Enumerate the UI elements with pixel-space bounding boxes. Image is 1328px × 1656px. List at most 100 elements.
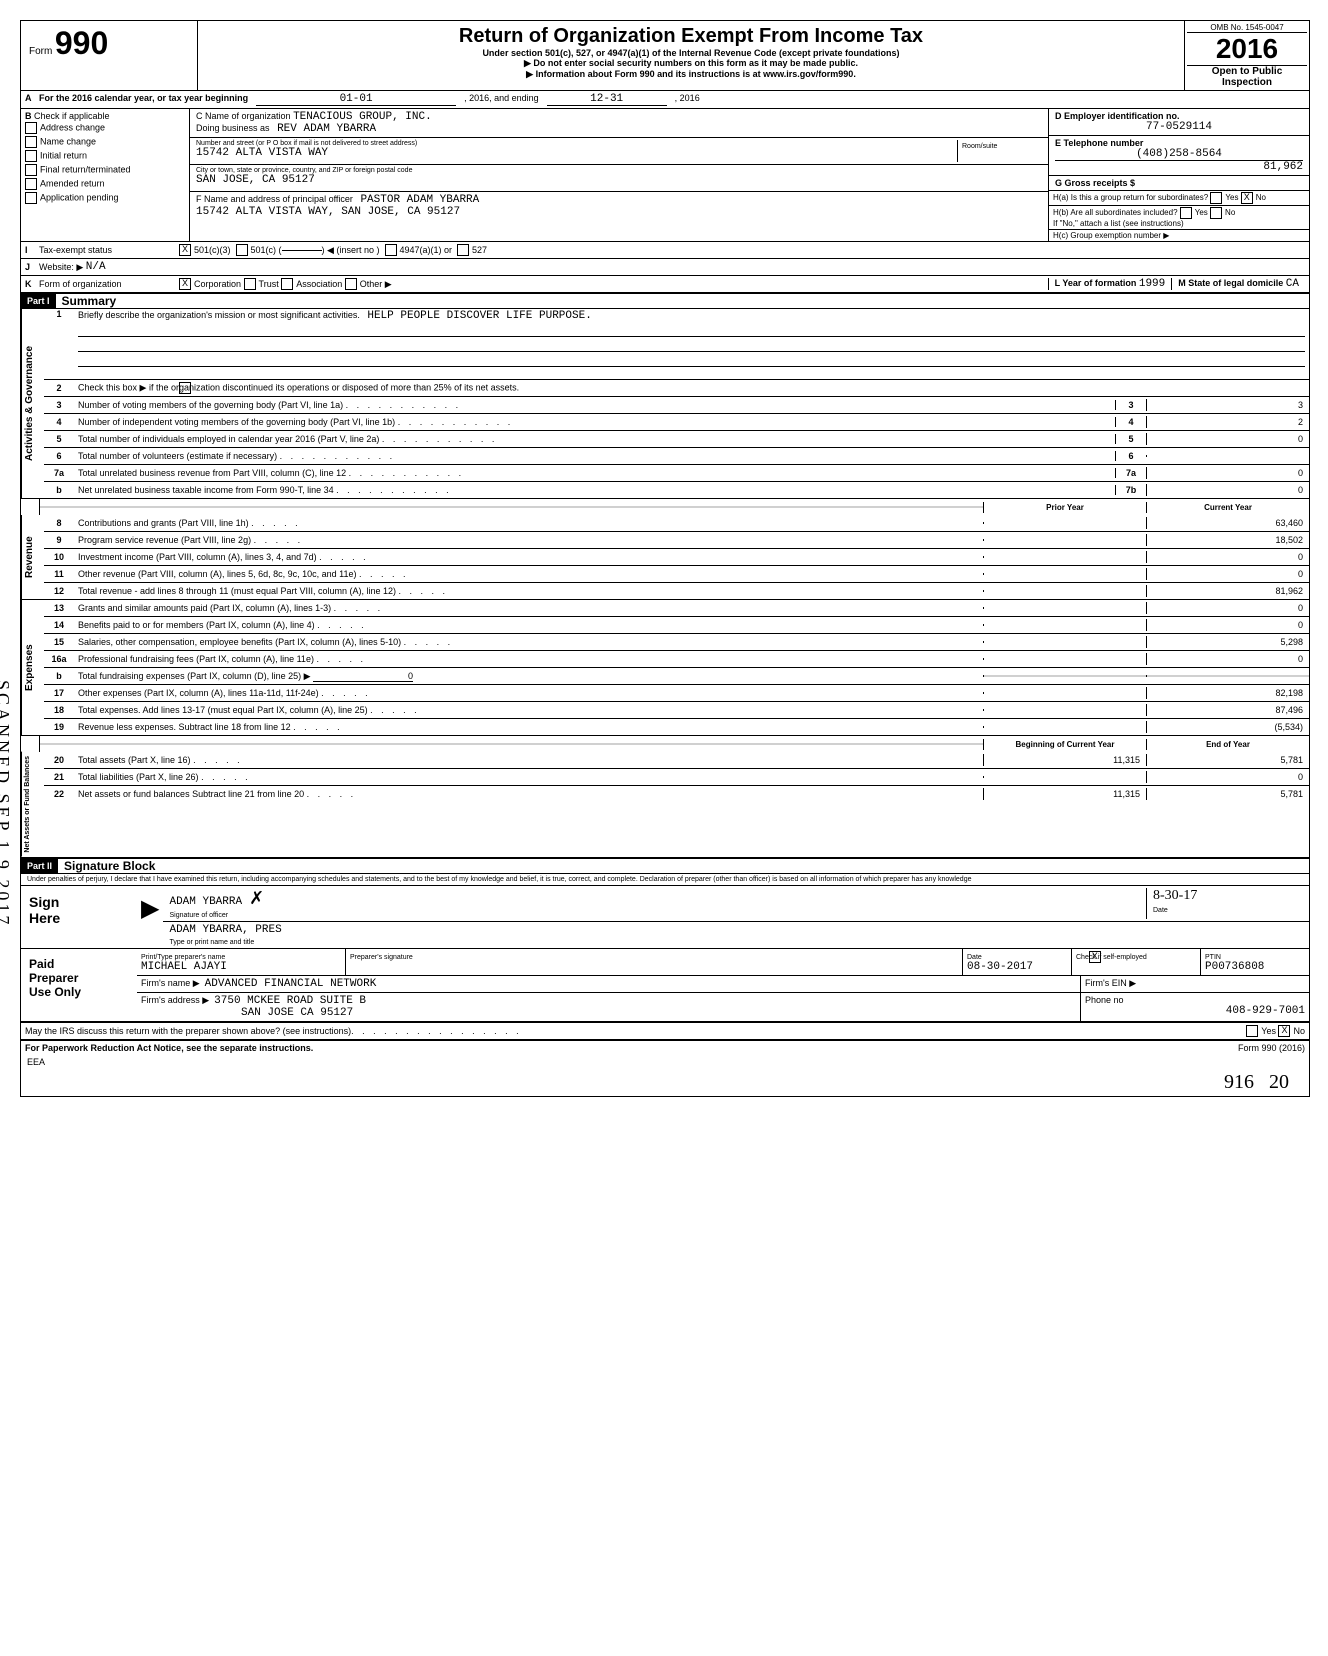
open-inspection: Open to Public Inspection: [1187, 65, 1307, 88]
line2-checkbox[interactable]: [179, 382, 191, 394]
preparer-sig-label: Preparer's signature: [350, 954, 413, 961]
firm-phone-label: Phone no: [1085, 995, 1124, 1005]
sign-arrow-icon: ▶: [137, 886, 163, 948]
discuss-yes[interactable]: [1246, 1025, 1258, 1037]
net-assets-line: 21 Total liabilities (Part X, line 26) .…: [44, 769, 1309, 786]
mission-statement: HELP PEOPLE DISCOVER LIFE PURPOSE.: [367, 310, 591, 322]
header-row: Form 990 Return of Organization Exempt F…: [21, 21, 1309, 91]
city-label: City or town, state or province, country…: [196, 167, 1042, 174]
check-corp[interactable]: X: [179, 278, 191, 290]
gov-line: b Net unrelated business taxable income …: [44, 482, 1309, 498]
g-label: G Gross receipts $: [1055, 178, 1135, 188]
city-state-zip: SAN JOSE, CA 95127: [196, 174, 1042, 186]
part-ii-title: Signature Block: [58, 859, 155, 873]
hb-no-label: No: [1225, 208, 1235, 217]
label-address-change: Address change: [40, 122, 105, 132]
check-501c3[interactable]: X: [179, 244, 191, 256]
f-label: F Name and address of principal officer: [196, 194, 353, 204]
signature-label: Signature of officer: [169, 912, 228, 919]
ha-no-label: No: [1256, 193, 1266, 202]
firm-name-label: Firm's name ▶: [141, 978, 200, 988]
room-label: Room/suite: [962, 143, 997, 150]
line2-desc: Check this box ▶ if the organization dis…: [78, 382, 519, 392]
label-4947: 4947(a)(1) or: [400, 245, 453, 255]
ha-label: H(a) Is this a group return for subordin…: [1053, 193, 1208, 202]
expense-line: 13 Grants and similar amounts paid (Part…: [44, 600, 1309, 617]
end-year-header: End of Year: [1146, 739, 1309, 750]
name-title-label: Type or print name and title: [169, 939, 254, 946]
check-trust[interactable]: [244, 278, 256, 290]
checkbox-initial-return[interactable]: [25, 150, 37, 162]
checkbox-final-return[interactable]: [25, 164, 37, 176]
discuss-row: May the IRS discuss this return with the…: [21, 1023, 1309, 1041]
preparer-date: 08-30-2017: [967, 961, 1033, 973]
checkbox-name-change[interactable]: [25, 136, 37, 148]
d-label: D Employer identification no.: [1055, 111, 1303, 121]
part-i-header: Part I Summary: [21, 294, 1309, 309]
self-employed-check[interactable]: X: [1089, 951, 1101, 963]
ptin-label: PTIN: [1205, 954, 1221, 961]
revenue-line: 8 Contributions and grants (Part VIII, l…: [44, 515, 1309, 532]
row-a-mid: , 2016, and ending: [464, 93, 539, 106]
hb-label: H(b) Are all subordinates included?: [1053, 208, 1178, 217]
handwritten-2: 20: [1269, 1071, 1289, 1093]
expense-line: 17 Other expenses (Part IX, column (A), …: [44, 685, 1309, 702]
main-title: Return of Organization Exempt From Incom…: [202, 25, 1180, 48]
subtitle3: ▶ Information about Form 990 and its ins…: [202, 69, 1180, 80]
discuss-no[interactable]: X: [1278, 1025, 1290, 1037]
receipts-inline: 81,962: [1055, 160, 1303, 173]
gov-line: 6 Total number of volunteers (estimate i…: [44, 448, 1309, 465]
revenue-line: 10 Investment income (Part VIII, column …: [44, 549, 1309, 566]
firm-addr1: 3750 MCKEE ROAD SUITE B: [214, 995, 366, 1007]
form-number: 990: [55, 25, 108, 61]
begin-year-header: Beginning of Current Year: [983, 739, 1146, 750]
tax-year: 2016: [1187, 33, 1307, 65]
ha-no[interactable]: X: [1241, 192, 1253, 204]
label-name-change: Name change: [40, 136, 96, 146]
sign-here-block: SignHere ▶ ADAM YBARRA ✗ Signature of of…: [21, 886, 1309, 949]
expense-line: 16a Professional fundraising fees (Part …: [44, 651, 1309, 668]
form-of-org-label: Form of organization: [39, 279, 179, 289]
form-990-container: Form 990 Return of Organization Exempt F…: [20, 20, 1310, 1097]
label-trust: Trust: [259, 279, 279, 289]
check-501c[interactable]: [236, 244, 248, 256]
row-a-end2: , 2016: [675, 93, 700, 106]
label-final-return: Final return/terminated: [40, 164, 131, 174]
scanned-stamp: SCANNED SEP 1 9 2017: [0, 680, 13, 927]
subtitle2: ▶ Do not enter social security numbers o…: [202, 58, 1180, 69]
row-j: J Website: ▶ N/A: [21, 259, 1309, 276]
part-i-label: Part I: [21, 294, 56, 308]
label-501c3: 501(c)(3): [194, 245, 231, 255]
preparer-name: MICHAEL AJAYI: [141, 961, 227, 973]
checkbox-address-change[interactable]: [25, 122, 37, 134]
check-4947[interactable]: [385, 244, 397, 256]
hb-no[interactable]: [1210, 207, 1222, 219]
expense-line: b Total fundraising expenses (Part IX, c…: [44, 668, 1309, 685]
year-formation-label: L Year of formation: [1055, 278, 1137, 288]
revenue-label: Revenue: [21, 515, 44, 599]
form-label: Form: [29, 46, 52, 57]
phone-value: (408)258-8564: [1055, 148, 1303, 160]
hb-yes-label: Yes: [1195, 208, 1208, 217]
net-assets-line: 22 Net assets or fund balances Subtract …: [44, 786, 1309, 802]
tax-exempt-label: Tax-exempt status: [39, 245, 179, 255]
checkbox-application-pending[interactable]: [25, 192, 37, 204]
governance-label: Activities & Governance: [21, 309, 44, 498]
label-other: Other ▶: [360, 279, 392, 290]
check-assoc[interactable]: [281, 278, 293, 290]
addr-label: Number and street (or P O box if mail is…: [196, 140, 957, 147]
ha-yes[interactable]: [1210, 192, 1222, 204]
row-i: I Tax-exempt status X501(c)(3) 501(c) ( …: [21, 242, 1309, 259]
omb-number: OMB No. 1545-0047: [1187, 23, 1307, 33]
hb-yes[interactable]: [1180, 207, 1192, 219]
check-527[interactable]: [457, 244, 469, 256]
e-label: E Telephone number: [1055, 138, 1303, 148]
perjury-declaration: Under penalties of perjury, I declare th…: [21, 874, 1309, 886]
dba-label: Doing business as: [196, 123, 270, 133]
net-assets-label: Net Assets or Fund Balances: [21, 752, 44, 857]
firm-addr-label: Firm's address ▶: [141, 995, 209, 1005]
checkbox-amended[interactable]: [25, 178, 37, 190]
street-address: 15742 ALTA VISTA WAY: [196, 147, 957, 159]
check-other[interactable]: [345, 278, 357, 290]
expenses-section: Expenses 13 Grants and similar amounts p…: [21, 600, 1309, 736]
